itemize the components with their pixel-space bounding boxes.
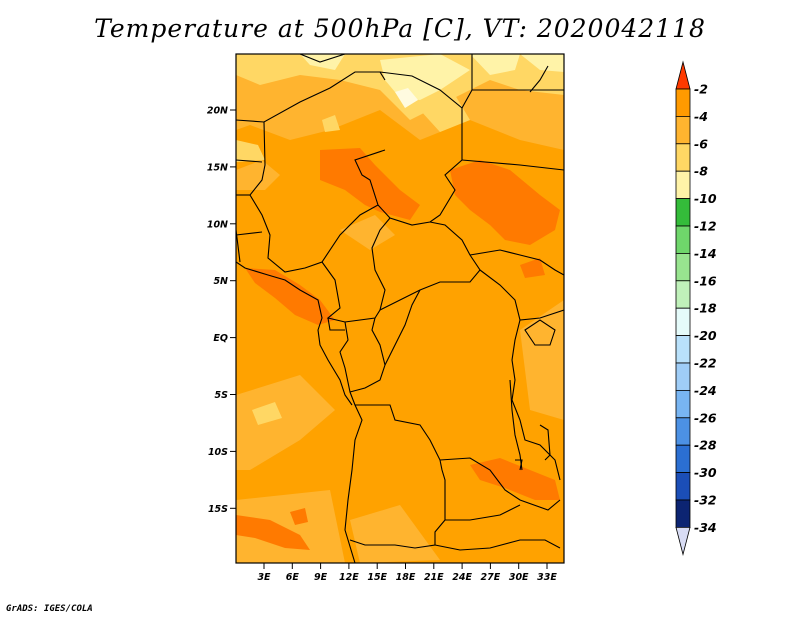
colorbar-label: -20 <box>694 328 717 343</box>
colorbar-label: -18 <box>694 301 717 316</box>
colorbar-label: -4 <box>694 109 708 124</box>
lon-tick-label: 27E <box>481 572 501 583</box>
colorbar-label: -8 <box>694 164 708 179</box>
colorbar-swatch <box>675 225 691 254</box>
lat-tick-label: 15N <box>207 162 228 173</box>
colorbar-swatch <box>675 252 691 282</box>
lat-tick-label: 5N <box>213 276 228 287</box>
colorbar-swatch <box>675 472 691 501</box>
lon-tick-label: 12E <box>339 572 359 583</box>
colorbar-label: -10 <box>694 191 717 206</box>
colorbar-label: -12 <box>694 219 717 234</box>
lat-tick-label: 10S <box>208 447 228 458</box>
colorbar-bottom-arrow <box>675 527 691 556</box>
lon-tick-label: 30E <box>509 572 529 583</box>
colorbar-top-arrow <box>675 60 691 90</box>
colorbar-label: -28 <box>694 438 717 453</box>
colorbar-swatch <box>675 417 691 446</box>
country-borders <box>236 54 564 563</box>
colorbar-label: -26 <box>694 410 717 425</box>
colorbar-label: -6 <box>694 136 708 151</box>
colorbar-swatch <box>675 116 691 145</box>
colorbar-legend: -2 -4 -6 -8 -10 -12 -14 -16 -18 -20 -22 -24 -26 -28 -3… <box>675 60 717 556</box>
lat-tick-label: 10N <box>207 219 228 230</box>
colorbar-swatch <box>675 499 691 528</box>
lon-tick-label: 24E <box>452 572 472 583</box>
colorbar-label: -14 <box>694 246 717 261</box>
lon-tick-label: 33E <box>537 572 557 583</box>
lat-tick-label: 15S <box>208 504 228 515</box>
temp-region-minus4 <box>236 148 560 550</box>
lon-tick-label: 6E <box>286 572 300 583</box>
chart-title: Temperature at 500hPa [C], VT: 202004211… <box>94 14 706 43</box>
lon-tick-label: 9E <box>314 572 328 583</box>
colorbar-swatch <box>675 307 691 337</box>
lon-tick-label: 3E <box>257 572 271 583</box>
lon-tick-label: 18E <box>396 572 416 583</box>
temp-region-minus12 <box>395 88 418 108</box>
colorbar-label: -22 <box>694 356 717 371</box>
colorbar-swatch <box>675 143 691 172</box>
lon-tick-label: 15E <box>367 572 387 583</box>
lat-tick-label: EQ <box>213 333 228 344</box>
colorbar-label: -30 <box>694 465 717 480</box>
colorbar-swatch <box>675 170 691 199</box>
colorbar-swatch <box>675 362 691 391</box>
colorbar-label: -24 <box>694 383 717 398</box>
lon-tick-label: 21E <box>424 572 444 583</box>
colorbar-swatch <box>675 444 691 474</box>
colorbar-swatch <box>675 335 691 364</box>
colorbar-label: -34 <box>694 520 717 535</box>
lat-tick-label: 5S <box>215 390 229 401</box>
colorbar-swatch <box>675 198 691 227</box>
lat-tick-label: 20N <box>207 106 228 117</box>
colorbar-swatch <box>675 280 691 309</box>
colorbar-swatch <box>675 88 691 117</box>
footer-credit: GrADS: IGES/COLA <box>6 604 93 614</box>
colorbar-label: -32 <box>694 493 717 508</box>
map-frame <box>235 53 565 564</box>
colorbar-swatch <box>675 389 691 419</box>
latitude-axis: 20N 15N 10N 5N EQ 5S 10S 15S <box>207 106 236 515</box>
colorbar-label: -2 <box>694 82 708 97</box>
longitude-axis: 3E 6E 9E 12E 15E 18E 21E 24E 27E 30E 33E <box>257 563 557 583</box>
colorbar-label: -16 <box>694 273 717 288</box>
